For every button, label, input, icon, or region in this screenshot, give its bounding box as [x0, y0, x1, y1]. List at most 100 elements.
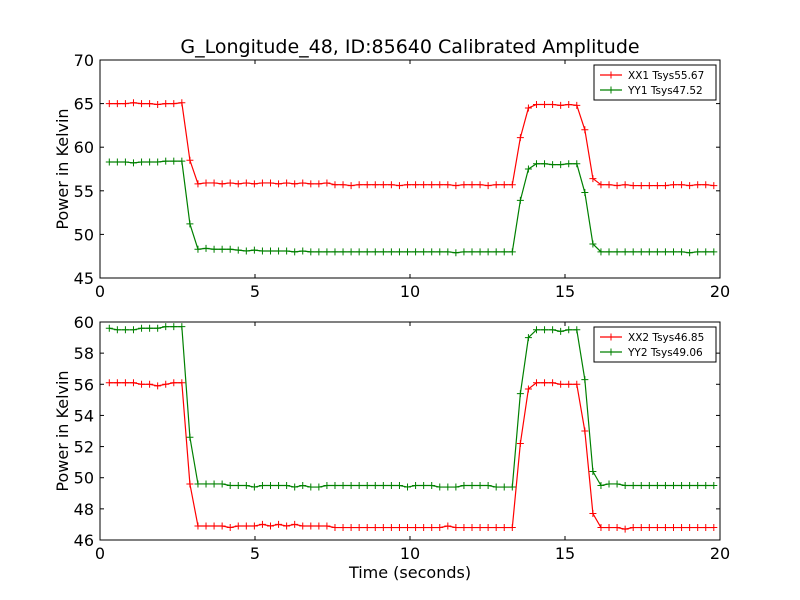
data-point-marker — [629, 524, 637, 532]
data-point-marker — [178, 99, 186, 107]
legend-marker-1 — [607, 333, 615, 341]
data-point-marker — [549, 161, 557, 169]
data-point-marker — [573, 326, 581, 334]
series-2-group — [105, 157, 718, 257]
data-point-marker — [250, 246, 258, 254]
data-point-marker — [621, 482, 629, 489]
series-line-1 — [109, 102, 714, 187]
data-point-marker — [476, 181, 484, 189]
data-point-marker — [605, 480, 613, 488]
data-point-marker — [154, 324, 162, 332]
data-point-marker — [653, 482, 661, 489]
data-point-marker — [162, 100, 170, 108]
data-point-marker — [210, 480, 218, 488]
data-point-marker — [541, 100, 549, 108]
legend-marker-2 — [607, 348, 615, 356]
data-point-marker — [121, 379, 129, 387]
series-line-1 — [109, 382, 714, 530]
data-point-marker — [210, 522, 218, 530]
data-point-marker — [154, 100, 162, 108]
data-point-marker — [146, 158, 154, 166]
data-point-marker — [275, 482, 283, 489]
data-point-marker — [202, 522, 210, 530]
data-point-marker — [492, 524, 500, 532]
data-point-marker — [258, 247, 266, 255]
data-point-marker — [532, 100, 540, 108]
data-point-marker — [508, 524, 516, 532]
data-point-marker — [428, 524, 436, 532]
data-point-marker — [613, 480, 621, 488]
data-point-marker — [694, 482, 702, 489]
data-point-marker — [323, 248, 331, 256]
data-point-marker — [444, 181, 452, 189]
data-point-marker — [661, 248, 669, 256]
y-tick-label: 50 — [74, 469, 94, 488]
data-point-marker — [250, 483, 258, 491]
x-tick-label: 15 — [555, 282, 575, 301]
legend-marker-1 — [607, 71, 615, 79]
data-point-marker — [379, 248, 387, 256]
data-point-marker — [645, 524, 653, 532]
data-point-marker — [428, 482, 436, 489]
data-point-marker — [226, 245, 234, 253]
data-point-marker — [661, 482, 669, 489]
data-point-marker — [629, 482, 637, 489]
data-point-marker — [589, 467, 597, 475]
data-point-marker — [500, 524, 508, 532]
data-point-marker — [395, 248, 403, 256]
data-point-marker — [379, 181, 387, 189]
data-point-marker — [484, 482, 492, 489]
y-tick-label: 45 — [74, 269, 94, 288]
data-point-marker — [678, 181, 686, 189]
data-point-marker — [113, 326, 121, 334]
data-point-marker — [170, 379, 178, 387]
data-point-marker — [678, 482, 686, 489]
data-point-marker — [395, 524, 403, 532]
data-point-marker — [138, 158, 146, 166]
data-point-marker — [460, 248, 468, 256]
data-point-marker — [170, 100, 178, 108]
data-point-marker — [686, 249, 694, 257]
data-point-marker — [686, 524, 694, 532]
data-point-marker — [339, 248, 347, 256]
data-point-marker — [202, 179, 210, 187]
data-point-marker — [331, 524, 339, 532]
y-tick-label: 52 — [74, 438, 94, 457]
data-point-marker — [258, 179, 266, 187]
data-point-marker — [412, 482, 420, 489]
data-point-marker — [371, 181, 379, 189]
data-point-marker — [315, 248, 323, 256]
data-point-marker — [516, 134, 524, 142]
data-point-marker — [186, 480, 194, 488]
data-point-marker — [307, 248, 315, 256]
y-axis-label: Power in Kelvin — [53, 108, 72, 229]
data-point-marker — [637, 524, 645, 532]
data-point-marker — [129, 326, 137, 334]
data-point-marker — [581, 427, 589, 435]
data-point-marker — [508, 248, 516, 256]
data-point-marker — [283, 522, 291, 530]
legend-label-2: YY1 Tsys47.52 — [627, 85, 703, 97]
data-point-marker — [653, 524, 661, 532]
data-point-marker — [645, 482, 653, 489]
data-point-marker — [541, 160, 549, 168]
data-point-marker — [170, 157, 178, 165]
data-point-marker — [621, 525, 629, 533]
data-point-marker — [436, 248, 444, 256]
data-point-marker — [670, 482, 677, 489]
legend: XX2 Tsys46.85 YY2 Tsys49.06 — [593, 326, 717, 363]
data-point-marker — [138, 380, 146, 388]
data-point-marker — [581, 376, 589, 384]
data-point-marker — [629, 248, 637, 256]
data-point-marker — [460, 181, 468, 189]
data-point-marker — [557, 101, 565, 109]
data-point-marker — [524, 334, 532, 342]
data-point-marker — [420, 524, 428, 532]
data-point-marker — [532, 326, 540, 334]
data-point-marker — [291, 520, 299, 528]
data-point-marker — [532, 160, 540, 168]
y-tick-label: 60 — [74, 138, 94, 157]
data-point-marker — [476, 524, 484, 532]
data-point-marker — [283, 247, 291, 255]
y-tick-label: 54 — [74, 406, 94, 425]
